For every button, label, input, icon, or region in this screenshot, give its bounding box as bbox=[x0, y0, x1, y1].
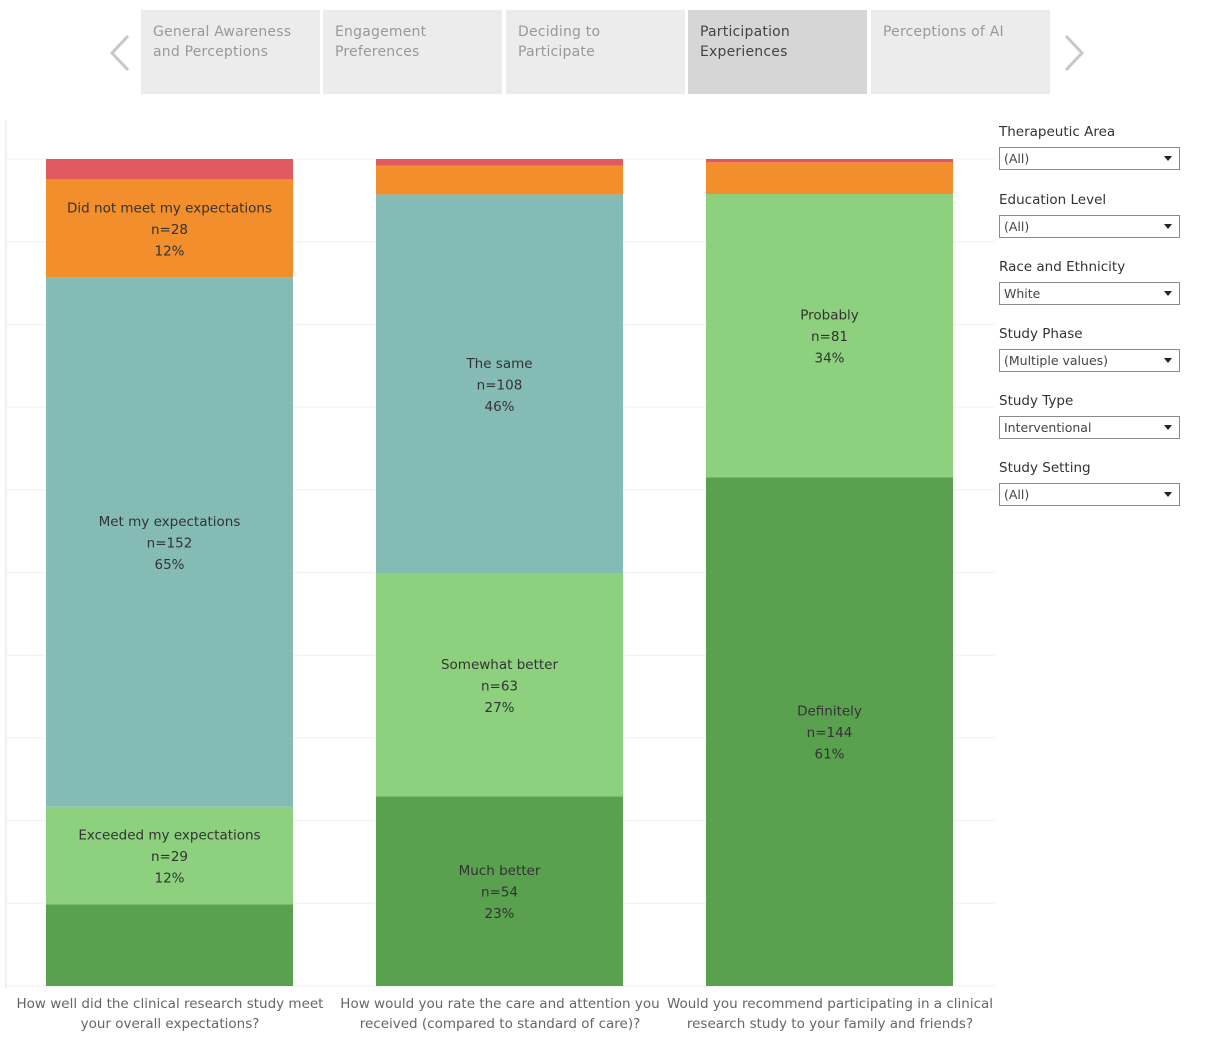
filter-title: Study Setting bbox=[999, 460, 1091, 476]
chevron-right-icon[interactable] bbox=[1058, 30, 1088, 76]
tab-label-line2: Preferences bbox=[335, 44, 420, 60]
tab-label-line2: and Perceptions bbox=[153, 44, 269, 60]
segment-percent: 12% bbox=[154, 871, 184, 887]
caret-down-icon bbox=[1164, 224, 1172, 229]
segment-label: Exceeded my expectations bbox=[78, 828, 260, 844]
filter-study-setting: Study Setting (All) bbox=[999, 459, 1180, 506]
filter-title: Therapeutic Area bbox=[999, 124, 1116, 140]
tab-general-awareness[interactable]: General Awareness and Perceptions bbox=[141, 10, 320, 94]
tab-perceptions-of-ai[interactable]: Perceptions of AI bbox=[871, 10, 1050, 94]
chevron-left-icon[interactable] bbox=[106, 30, 136, 76]
bar-segment[interactable] bbox=[706, 477, 953, 986]
segment-count: n=152 bbox=[147, 535, 193, 551]
segment-label: Somewhat better bbox=[441, 657, 559, 673]
caret-down-icon bbox=[1164, 156, 1172, 161]
segment-percent: 46% bbox=[484, 399, 514, 415]
segment-count: n=29 bbox=[151, 849, 188, 865]
segment-count: n=108 bbox=[477, 378, 523, 394]
therapeutic-area-dropdown[interactable]: (All) bbox=[999, 147, 1180, 170]
segment-count: n=144 bbox=[807, 725, 853, 741]
education-level-dropdown[interactable]: (All) bbox=[999, 215, 1180, 238]
segment-label: Definitely bbox=[797, 704, 862, 720]
segment-count: n=81 bbox=[811, 329, 848, 345]
segment-label: Met my expectations bbox=[99, 514, 241, 530]
study-type-dropdown[interactable]: Interventional bbox=[999, 416, 1180, 439]
stacked-bar-chart: Exceeded my expectations n=29 12% Met my ex… bbox=[5, 120, 995, 988]
bar-segment[interactable] bbox=[706, 159, 953, 163]
filter-therapeutic-area: Therapeutic Area (All) bbox=[999, 123, 1180, 170]
segment-percent: 34% bbox=[814, 351, 844, 367]
bar-segment[interactable] bbox=[376, 573, 623, 797]
segment-count: n=54 bbox=[481, 885, 518, 901]
filter-title: Race and Ethnicity bbox=[999, 259, 1126, 275]
bar-segment[interactable] bbox=[376, 796, 623, 986]
bar-segment[interactable] bbox=[376, 165, 623, 195]
study-setting-dropdown[interactable]: (All) bbox=[999, 483, 1180, 506]
tab-engagement-preferences[interactable]: Engagement Preferences bbox=[323, 10, 502, 94]
filter-title: Study Phase bbox=[999, 326, 1083, 342]
caret-down-icon bbox=[1164, 358, 1172, 363]
question-label-care-rating: How would you rate the care and attentio… bbox=[340, 996, 660, 1032]
dropdown-value: (All) bbox=[1004, 487, 1030, 502]
filter-race-ethnicity: Race and Ethnicity White bbox=[999, 258, 1180, 305]
caret-down-icon bbox=[1164, 492, 1172, 497]
bars: Exceeded my expectations n=29 12% Met my ex… bbox=[46, 159, 953, 986]
segment-percent: 65% bbox=[154, 557, 184, 573]
filter-education-level: Education Level (All) bbox=[999, 191, 1180, 238]
segment-label: The same bbox=[465, 356, 532, 372]
segment-label: Did not meet my expectations bbox=[67, 200, 272, 216]
dropdown-value: White bbox=[1004, 286, 1041, 301]
tab-deciding-to-participate[interactable]: Deciding to Participate bbox=[506, 10, 685, 94]
bar-segment-texture bbox=[46, 277, 293, 807]
bar-segment-texture bbox=[376, 194, 623, 574]
segment-count: n=28 bbox=[151, 222, 188, 238]
tab-label-line1: Deciding to Participate bbox=[518, 24, 601, 60]
segment-count: n=63 bbox=[481, 679, 518, 695]
tab-label-line1: General Awareness bbox=[153, 24, 292, 40]
tab-label-line1: Engagement bbox=[335, 24, 427, 40]
tab-label-line2: Experiences bbox=[700, 44, 788, 60]
segment-percent: 27% bbox=[484, 700, 514, 716]
bar-segment[interactable] bbox=[376, 159, 623, 166]
bar-segment[interactable] bbox=[46, 159, 293, 180]
study-phase-dropdown[interactable]: (Multiple values) bbox=[999, 349, 1180, 372]
dropdown-value: (All) bbox=[1004, 219, 1030, 234]
caret-down-icon bbox=[1164, 425, 1172, 430]
caret-down-icon bbox=[1164, 291, 1172, 296]
segment-percent: 12% bbox=[154, 243, 184, 259]
tab-label-line1: Perceptions of AI bbox=[883, 24, 1004, 40]
segment-percent: 23% bbox=[484, 906, 514, 922]
segment-label: Probably bbox=[800, 308, 859, 324]
question-label-expectations: How well did the clinical research study… bbox=[16, 996, 324, 1032]
tab-label-line1: Participation bbox=[700, 24, 790, 40]
bar-segment[interactable] bbox=[706, 194, 953, 478]
bar-segment[interactable] bbox=[46, 806, 293, 905]
filter-title: Education Level bbox=[999, 192, 1107, 208]
filter-title: Study Type bbox=[999, 393, 1074, 409]
bar-segment[interactable] bbox=[46, 179, 293, 278]
dropdown-value: Interventional bbox=[1004, 420, 1092, 435]
segment-label: Much better bbox=[459, 863, 541, 879]
dropdown-value: (All) bbox=[1004, 151, 1030, 166]
tab-participation-experiences[interactable]: Participation Experiences bbox=[688, 10, 867, 94]
bar-segment[interactable] bbox=[706, 162, 953, 195]
bar-segment[interactable] bbox=[46, 904, 293, 986]
dropdown-value: (Multiple values) bbox=[1004, 353, 1109, 368]
filter-study-type: Study Type Interventional bbox=[999, 392, 1180, 439]
question-label-recommend: Would you recommend participating in a c… bbox=[666, 996, 994, 1032]
segment-percent: 61% bbox=[814, 747, 844, 763]
race-ethnicity-dropdown[interactable]: White bbox=[999, 282, 1180, 305]
filter-study-phase: Study Phase (Multiple values) bbox=[999, 325, 1180, 372]
